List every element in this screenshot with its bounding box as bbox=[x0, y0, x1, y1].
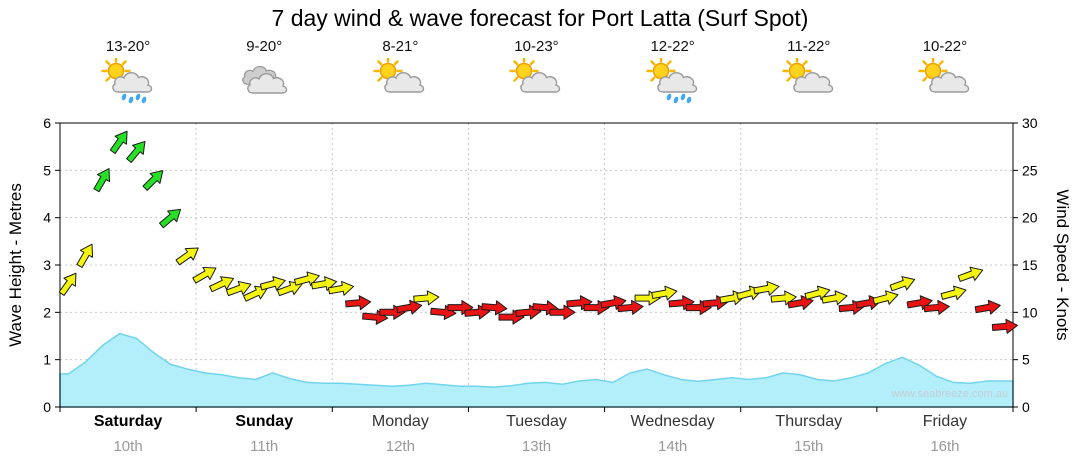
day-date-label: 15th bbox=[794, 438, 824, 455]
temperature-range: 13-20° bbox=[105, 38, 151, 55]
day-name-label: Thursday bbox=[775, 413, 843, 430]
day-date-label: 10th bbox=[113, 438, 143, 455]
x-axis-label-sunday: Sunday 11th bbox=[196, 413, 332, 455]
wind-arrow bbox=[58, 272, 77, 296]
wind-arrow bbox=[142, 170, 164, 191]
day-name-label: Sunday bbox=[235, 413, 294, 430]
day-date-label: 11th bbox=[250, 438, 279, 455]
wind-arrow bbox=[872, 290, 899, 305]
wind-arrow bbox=[923, 299, 950, 315]
temperature-range: 11-22° bbox=[787, 38, 831, 55]
day-name-label: Wednesday bbox=[630, 413, 715, 430]
wind-axis-tick-label: 5 bbox=[1022, 352, 1030, 368]
day-column-friday: 10-22° bbox=[877, 38, 1013, 109]
wave-axis-tick-label: 6 bbox=[43, 115, 51, 131]
wind-arrow bbox=[651, 285, 678, 301]
day-name-label: Friday bbox=[922, 413, 968, 430]
wave-axis-tick-label: 0 bbox=[43, 399, 51, 415]
weather-sun-cloud-icon bbox=[509, 56, 561, 93]
wind-axis-tick-label: 10 bbox=[1022, 304, 1038, 320]
wave-axis-tick-label: 4 bbox=[43, 210, 51, 226]
day-column-sunday: 9-20° bbox=[196, 38, 332, 109]
wind-arrow bbox=[974, 299, 1001, 315]
temperature-range: 8-21° bbox=[382, 38, 419, 55]
wind-arrow bbox=[991, 318, 1018, 334]
wind-axis-tick-label: 25 bbox=[1022, 162, 1038, 178]
chart-title: 7 day wind & wave forecast for Port Latt… bbox=[271, 5, 809, 31]
wave-axis-tick-label: 1 bbox=[43, 352, 51, 368]
wind-arrow bbox=[549, 304, 576, 320]
wind-arrow bbox=[957, 266, 984, 282]
day-name-label: Saturday bbox=[93, 413, 163, 430]
day-column-thursday: 11-22° bbox=[741, 38, 877, 109]
temperature-range: 9-20° bbox=[246, 38, 283, 55]
wave-axis-label: Wave Height - Metres bbox=[6, 183, 25, 347]
temperature-range: 10-22° bbox=[922, 38, 968, 55]
wind-axis-tick-label: 30 bbox=[1022, 115, 1038, 131]
watermark: www.seabreeze.com.au bbox=[891, 388, 1008, 400]
weather-sun-cloud-icon bbox=[918, 56, 970, 93]
wind-axis-tick-label: 20 bbox=[1022, 210, 1038, 226]
day-column-wednesday: 12-22° bbox=[605, 38, 741, 109]
x-axis-label-tuesday: Tuesday 13th bbox=[468, 413, 604, 455]
day-name-label: Tuesday bbox=[506, 413, 567, 430]
wind-arrow bbox=[481, 300, 508, 316]
wave-axis-tick-label: 5 bbox=[43, 162, 51, 178]
wind-arrow bbox=[225, 280, 252, 297]
wind-axis-tick-label: 0 bbox=[1022, 399, 1030, 415]
x-axis-label-thursday: Thursday 15th bbox=[741, 413, 877, 455]
wind-arrow bbox=[158, 208, 182, 229]
wind-arrow bbox=[209, 276, 234, 293]
wind-arrow bbox=[804, 285, 831, 301]
wind-arrow bbox=[109, 130, 128, 154]
x-axis-label-friday: Friday 16th bbox=[877, 413, 1013, 455]
wind-arrow bbox=[345, 295, 372, 311]
day-date-label: 14th bbox=[658, 438, 688, 455]
wave-height-area bbox=[59, 332, 1014, 408]
day-column-saturday: 13-20° bbox=[60, 38, 196, 109]
wind-arrow bbox=[889, 276, 916, 292]
temperature-range: 10-23° bbox=[514, 38, 559, 55]
day-date-label: 16th bbox=[930, 438, 960, 455]
x-axis-label-wednesday: Wednesday 14th bbox=[605, 413, 741, 455]
wind-arrow bbox=[413, 290, 440, 306]
wind-arrow bbox=[821, 290, 848, 306]
wind-arrow bbox=[753, 280, 780, 296]
wind-axis-label: Wind Speed - Knots bbox=[1053, 189, 1072, 341]
wind-arrow bbox=[126, 140, 146, 164]
wind-arrow bbox=[93, 168, 111, 193]
temperature-range: 12-22° bbox=[650, 38, 695, 55]
weather-sun-cloud-rain-icon bbox=[645, 56, 697, 104]
wave-axis-tick-label: 2 bbox=[43, 304, 51, 320]
wind-arrow bbox=[259, 276, 286, 291]
weather-clouds-icon bbox=[242, 65, 288, 94]
day-column-tuesday: 10-23° bbox=[468, 38, 604, 109]
wind-arrow bbox=[192, 266, 217, 284]
wind-arrow bbox=[327, 280, 355, 296]
day-date-label: 13th bbox=[521, 438, 552, 455]
weather-sun-cloud-icon bbox=[782, 56, 833, 93]
day-column-monday: 8-21° bbox=[332, 38, 468, 109]
wind-arrow bbox=[617, 299, 644, 315]
x-axis-label-saturday: Saturday 10th bbox=[60, 413, 196, 455]
wind-arrow bbox=[76, 243, 94, 268]
weather-sun-cloud-rain-icon bbox=[101, 56, 153, 104]
wave-axis-tick-label: 3 bbox=[43, 257, 51, 273]
day-date-label: 12th bbox=[385, 438, 415, 455]
x-axis-label-monday: Monday 12th bbox=[332, 413, 468, 455]
wind-arrow bbox=[396, 299, 423, 315]
wind-arrow bbox=[175, 247, 199, 266]
wind-axis-tick-label: 15 bbox=[1022, 257, 1038, 273]
wind-arrow bbox=[293, 271, 320, 286]
day-name-label: Monday bbox=[371, 413, 429, 430]
wind-arrow bbox=[940, 285, 967, 301]
weather-sun-cloud-icon bbox=[373, 56, 425, 93]
